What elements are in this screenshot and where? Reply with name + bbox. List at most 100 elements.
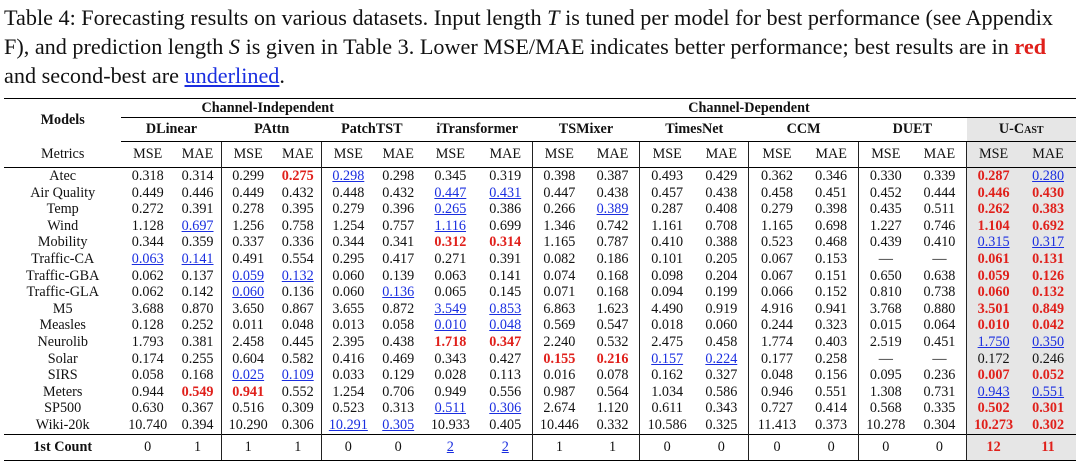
table-row: Neurolib 1.793 0.381 2.458 0.445 2.395 0.438 1.… [4,333,1076,351]
table-row: Traffic-GLA 0.062 0.142 0.060 0.136 0.060 0.13… [4,284,1076,301]
value-cell: 10.278 [866,416,906,433]
value-cell: 0.604 [232,350,265,367]
value-cell: 0.063 [434,267,467,284]
metric-header: MAE [478,141,533,168]
value-cell: 0.335 [912,400,967,417]
model-header: DLinear [121,117,222,142]
value-cell: 0.155 [543,350,576,367]
model-header: PAttn [221,117,322,142]
value-cell: 0.113 [478,367,533,384]
value-cell: 0.432 [382,184,415,201]
value-cell: 0.317 [1020,234,1076,251]
value-cell: 0.941 [232,383,265,400]
value-cell: 0.319 [478,166,533,185]
value-cell: 0.325 [694,416,750,434]
value-cell: 0.298 [374,166,422,185]
value-cell: 1.104 [966,217,1021,235]
value-cell: 0.727 [761,400,793,417]
metric-header: MSE [233,146,263,162]
value-cell: 3.549 [434,300,467,317]
value-cell: 0.523 [761,234,793,251]
table-caption: Table 4: Forecasting results on various … [4,3,1076,90]
value-cell: 0.872 [382,300,415,317]
value-cell: 2.674 [543,400,576,417]
value-cell: 1.116 [434,217,467,234]
caption-red-word: red [1014,34,1047,59]
value-cell: 0.451 [804,184,859,202]
value-cell: 0.347 [478,333,533,351]
value-cell: 11.413 [757,416,797,433]
value-cell: 0.445 [274,333,323,351]
metric-header: MSE [652,146,682,162]
value-cell: 0.298 [321,166,375,185]
value-cell: 0.060 [966,284,1021,301]
value-cell: 0.010 [434,317,467,334]
value-cell: 0.266 [543,201,576,218]
value-cell: 0.708 [694,217,750,235]
value-cell: 1.346 [543,217,576,234]
value-cell: 0.396 [382,201,415,218]
value-cell: 0.448 [332,184,365,201]
value-cell: 1.254 [332,383,365,400]
dataset-label: Temp [46,201,79,218]
value-cell: 0.650 [869,267,902,284]
value-cell: 0.025 [232,367,265,384]
value-cell: 0.132 [274,267,323,285]
value-cell: 3.650 [232,300,265,317]
count-cell: 0 [321,433,375,461]
value-cell: 0.177 [761,350,793,367]
count-cell: 1 [274,433,323,461]
value-cell: 0.491 [232,250,265,267]
value-cell: 0.692 [1020,217,1076,235]
value-cell: 0.919 [694,300,750,318]
dataset-label: Air Quality [30,184,96,201]
value-cell: 2.475 [651,333,684,350]
value-cell: 0.787 [585,234,641,251]
value-cell: 1.256 [232,217,265,234]
value-cell: 0.058 [131,367,164,384]
value-cell: 0.216 [585,350,641,368]
value-cell: 0.224 [694,350,750,368]
value-cell: 0.469 [382,350,415,367]
value-cell: 10.446 [539,416,579,433]
value-cell: 0.199 [694,284,750,301]
value-cell: 0.468 [804,234,859,251]
value-cell: 0.946 [761,383,793,400]
model-header: DUET [858,117,967,142]
value-cell: 0.062 [131,267,164,284]
value-cell: 0.452 [869,184,902,201]
dataset-label: Traffic-CA [31,250,95,267]
value-cell: 0.204 [694,267,750,285]
value-cell: 0.697 [174,217,223,235]
metric-header: MAE [804,141,859,168]
value-cell: 0.275 [274,166,323,185]
value-cell: 0.094 [651,284,684,301]
dataset-label: Neurolib [37,333,88,350]
value-cell: — [912,250,967,268]
value-cell: 0.058 [382,317,415,334]
value-cell: 0.339 [912,166,967,185]
value-cell: 0.949 [434,383,467,400]
metric-header: MSE [133,146,163,162]
dataset-label: Traffic-GBA [26,267,100,284]
value-cell: 0.306 [478,400,533,417]
value-cell: 1.774 [761,333,793,350]
value-cell: 0.350 [1020,333,1076,351]
value-cell: 0.502 [966,400,1021,417]
value-cell: 0.071 [543,284,576,301]
value-cell: 0.438 [382,333,415,350]
value-cell: 0.511 [434,400,467,417]
value-cell: 0.346 [804,166,859,185]
value-cell: 0.381 [174,333,223,351]
value-cell: 0.391 [174,201,223,218]
count-cell: 0 [912,433,967,461]
value-cell: 0.431 [478,184,533,202]
value-cell: 0.157 [651,350,684,367]
value-cell: 0.132 [1020,284,1076,301]
results-table: Models Channel-Independent Channel-Depende… [4,98,1076,461]
value-cell: 0.853 [478,300,533,318]
value-cell: 1.227 [869,217,902,234]
value-cell: 0.439 [869,234,902,251]
value-cell: 0.315 [966,234,1021,251]
value-cell: 0.410 [912,234,967,251]
